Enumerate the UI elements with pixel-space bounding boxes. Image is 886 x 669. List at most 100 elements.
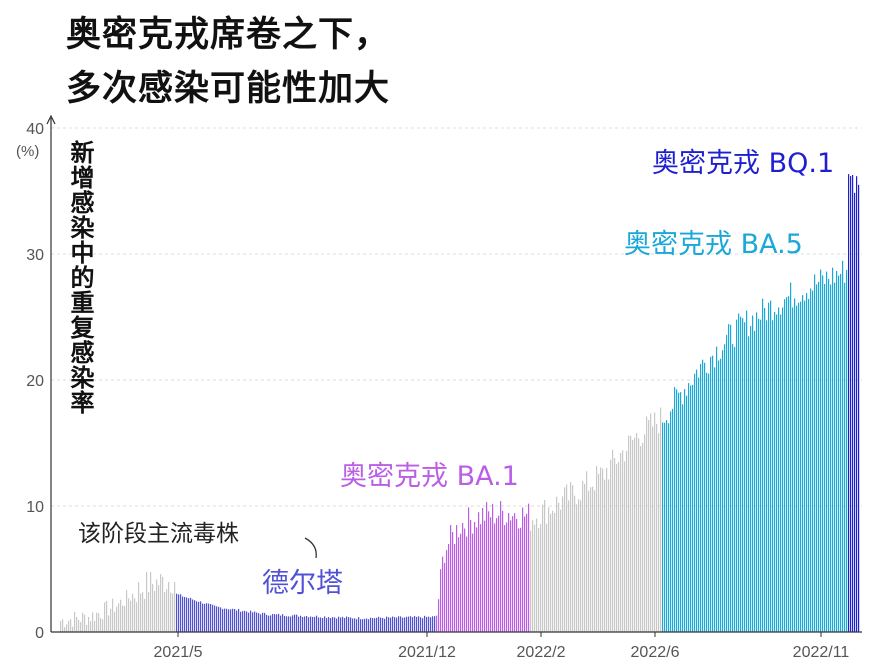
bar	[524, 516, 526, 632]
bar	[326, 617, 328, 632]
bar	[434, 616, 436, 632]
bar	[494, 523, 496, 632]
bar	[686, 395, 688, 632]
bar	[336, 618, 338, 632]
bar	[406, 616, 408, 632]
bar	[286, 616, 288, 632]
bar	[218, 606, 220, 632]
bar	[640, 446, 642, 632]
bar	[650, 413, 652, 632]
bar	[608, 479, 610, 632]
bar	[732, 344, 734, 632]
bar	[756, 312, 758, 632]
bar	[314, 616, 316, 632]
bar	[724, 344, 726, 632]
bar	[534, 524, 536, 632]
bar	[614, 458, 616, 632]
bar	[618, 461, 620, 632]
bar	[642, 442, 644, 632]
bar	[646, 416, 648, 632]
x-tick-label: 2021/12	[398, 644, 456, 661]
bar	[414, 615, 416, 632]
bar	[444, 562, 446, 632]
bar	[736, 319, 738, 632]
bar	[572, 485, 574, 632]
bar	[320, 617, 322, 632]
bar	[400, 616, 402, 632]
bar	[574, 495, 576, 632]
bar	[428, 616, 430, 632]
bar	[504, 525, 506, 632]
bar	[766, 320, 768, 632]
bar	[402, 617, 404, 632]
bar	[358, 617, 360, 632]
bar	[248, 612, 250, 632]
bar	[734, 347, 736, 632]
bar	[852, 174, 854, 633]
bar	[562, 496, 564, 632]
bar	[674, 387, 676, 632]
bar	[482, 507, 484, 632]
bar	[312, 616, 314, 632]
y-tick-label: 20	[26, 373, 44, 390]
y-axis-label: 新增感染中的重复感染率	[66, 140, 94, 415]
bar	[200, 601, 202, 632]
bar	[142, 592, 144, 632]
bar	[184, 596, 186, 632]
bar	[776, 314, 778, 632]
bar	[106, 600, 108, 632]
bar	[590, 487, 592, 632]
bar	[368, 619, 370, 632]
y-axis-arrow	[46, 114, 56, 125]
bar	[250, 610, 252, 632]
bar	[72, 626, 74, 632]
bar	[86, 624, 88, 632]
bar	[620, 452, 622, 632]
bar	[122, 605, 124, 632]
bar	[790, 282, 792, 632]
bar	[126, 589, 128, 632]
bar	[132, 593, 134, 632]
bar	[98, 613, 100, 632]
bar	[480, 524, 482, 632]
bar	[770, 300, 772, 632]
bar	[350, 617, 352, 632]
bar	[280, 615, 282, 632]
bar	[654, 412, 656, 632]
bar	[386, 616, 388, 632]
bar	[112, 598, 114, 632]
bar	[188, 598, 190, 632]
bar	[78, 619, 80, 632]
bar	[694, 373, 696, 632]
annotation-main-strain: 该阶段主流毒株	[78, 521, 239, 547]
bar	[376, 617, 378, 632]
bar	[842, 260, 844, 632]
bar	[630, 435, 632, 632]
variant-label-ba1: 奥密克戎 BA.1	[340, 461, 519, 492]
bar	[576, 504, 578, 632]
bar	[388, 617, 390, 632]
bar	[586, 471, 588, 632]
bar	[64, 627, 66, 632]
bar	[846, 270, 848, 632]
chart-title-line1: 奥密克戎席卷之下，	[66, 15, 391, 55]
bar	[104, 602, 106, 632]
bar	[274, 614, 276, 632]
bar	[102, 619, 104, 632]
y-tick-label: 10	[26, 499, 44, 516]
bar	[556, 496, 558, 632]
annotation-leader	[304, 537, 317, 559]
bar	[332, 617, 334, 632]
bar	[612, 449, 614, 632]
bar	[714, 367, 716, 632]
bar	[588, 490, 590, 632]
bar	[844, 282, 846, 632]
bar	[748, 336, 750, 632]
segment-delta	[176, 593, 436, 632]
bar	[448, 544, 450, 632]
bar	[260, 614, 262, 632]
bar	[692, 384, 694, 632]
bar	[180, 594, 182, 632]
bar	[360, 619, 362, 632]
bar	[74, 611, 76, 632]
